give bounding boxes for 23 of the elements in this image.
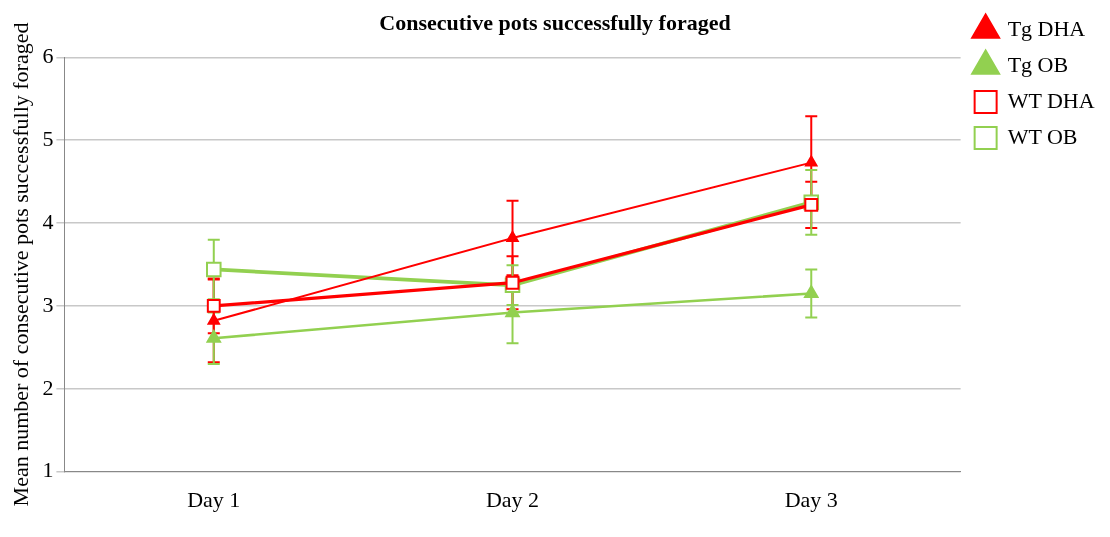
y-tick-label: 3 bbox=[42, 291, 54, 317]
x-tick-label: Day 1 bbox=[187, 486, 241, 512]
point bbox=[205, 261, 222, 278]
y-tick-label: 2 bbox=[42, 374, 54, 400]
point bbox=[804, 285, 819, 299]
y-tick-label: 6 bbox=[42, 43, 54, 69]
point bbox=[206, 298, 221, 313]
y-tick-label: 4 bbox=[42, 208, 54, 234]
point bbox=[506, 230, 519, 242]
y-tick-label: 5 bbox=[42, 126, 54, 152]
point bbox=[207, 313, 220, 325]
point bbox=[505, 304, 520, 318]
chart-title: Consecutive pots successfully foraged bbox=[379, 9, 731, 35]
point bbox=[206, 330, 222, 343]
legend-label: WT OB bbox=[1007, 123, 1078, 149]
legend-label: WT DHA bbox=[1007, 87, 1095, 113]
y-tick-label: 1 bbox=[42, 457, 54, 483]
y-axis-title: Mean number of consecutive pots successfully foraged bbox=[7, 22, 33, 507]
point bbox=[805, 155, 818, 167]
x-tick-label: Day 3 bbox=[784, 486, 838, 512]
legend-label: Tg OB bbox=[1007, 51, 1069, 77]
legend-label: Tg DHA bbox=[1007, 15, 1086, 41]
x-tick-label: Day 2 bbox=[485, 486, 540, 512]
